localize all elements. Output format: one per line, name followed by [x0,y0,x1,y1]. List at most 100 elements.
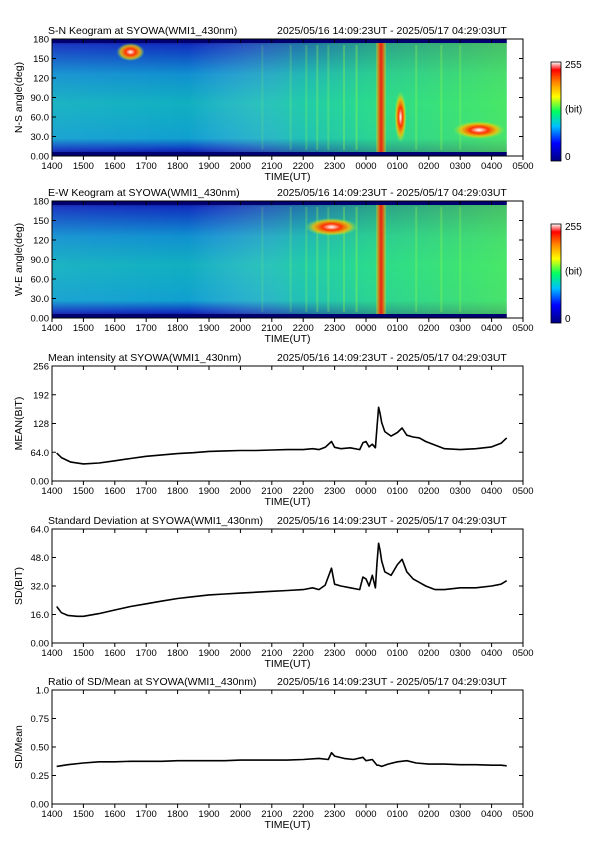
colorbar [550,61,562,162]
x-tick-label: 0000 [355,323,376,334]
x-tick-label: 2200 [293,486,314,497]
x-tick-label: 2000 [230,486,251,497]
x-tick-label: 0500 [512,809,533,820]
x-tick-label: 2300 [324,486,345,497]
y-tick-label: 48.0 [31,553,50,564]
x-tick-label: 1600 [104,161,125,172]
x-tick-label: 0500 [512,161,533,172]
x-tick-label: 1800 [167,323,188,334]
keogram-faint-arc [440,45,443,150]
colorbar-unit-label: (bit) [565,105,582,116]
y-tick-label: 180 [33,197,49,208]
y-axis-label: SD/Mean [13,725,25,769]
x-tick-label: 2200 [293,323,314,334]
y-tick-label: 120 [33,236,49,247]
x-tick-label: 0000 [355,648,376,659]
x-tick-label: 0200 [418,809,439,820]
x-tick-label: 2000 [230,323,251,334]
x-tick-label: 1500 [73,161,94,172]
x-tick-label: 0400 [481,648,502,659]
keogram-faint-arc [261,45,264,150]
x-tick-label: 1900 [198,161,219,172]
plot-frame [51,528,524,644]
x-tick-label: 2300 [324,161,345,172]
keogram-faint-arc [459,45,462,150]
series-line [56,751,507,768]
y-tick-label: 64.0 [31,525,50,536]
colorbar [550,223,562,324]
y-tick-label: 1.0 [36,686,49,697]
x-tick-label: 0100 [387,648,408,659]
x-tick-label: 0200 [418,323,439,334]
y-tick-label: 16.0 [31,610,50,621]
y-axis-label: MEAN(BIT) [13,397,25,451]
x-tick-label: 0400 [481,486,502,497]
x-tick-label: 0300 [450,323,471,334]
x-tick-label: 1900 [198,648,219,659]
y-tick-label: 150 [33,54,49,65]
keogram-faint-arc [316,45,319,150]
x-tick-label: 2200 [293,648,314,659]
keogram-faint-arc [459,207,462,312]
keogram-faint-arc [327,45,330,150]
x-tick-label: 0400 [481,161,502,172]
y-tick-label: 192 [33,390,49,401]
keogram-bright-band [376,205,387,314]
x-tick-label: 1400 [41,323,62,334]
x-tick-label: 0300 [450,809,471,820]
x-tick-label: 1500 [73,648,94,659]
keogram-bright-feature [305,218,358,236]
series-line [56,542,508,618]
panel-title: Ratio of SD/Mean at SYOWA(WMI1_430nm) [48,676,257,688]
x-tick-label: 2100 [261,809,282,820]
y-tick-label: 90.0 [31,93,50,104]
y-tick-label: 0.00 [31,314,50,325]
x-tick-label: 0400 [481,323,502,334]
x-tick-label: 2200 [293,161,314,172]
x-tick-label: 0100 [387,809,408,820]
keogram-edge-top [52,201,507,205]
x-tick-label: 0300 [450,648,471,659]
keogram-edge-bottom [52,152,507,156]
keogram-faint-arc [305,45,308,150]
x-tick-label: 0200 [418,161,439,172]
x-tick-label: 1700 [136,323,157,334]
x-tick-label: 1800 [167,486,188,497]
x-tick-label: 1500 [73,809,94,820]
x-tick-label: 0000 [355,161,376,172]
x-tick-label: 1600 [104,486,125,497]
keogram-bright-feature [453,121,506,139]
y-tick-label: 60.0 [31,113,50,124]
x-tick-label: 1700 [136,486,157,497]
y-tick-label: 0.75 [31,714,50,725]
panel-time-range: 2025/05/16 14:09:23UT - 2025/05/17 04:29… [277,515,507,527]
panel-title: Mean intensity at SYOWA(WMI1_430nm) [48,352,241,364]
y-tick-label: 30.0 [31,132,50,143]
keogram-faint-arc [261,207,264,312]
x-tick-label: 1900 [198,323,219,334]
y-tick-label: 64.0 [31,448,50,459]
panel-time-range: 2025/05/16 14:09:23UT - 2025/05/17 04:29… [277,25,507,37]
x-tick-label: 1600 [104,648,125,659]
x-tick-label: 0200 [418,486,439,497]
x-tick-label: 0200 [418,648,439,659]
x-tick-label: 1500 [73,323,94,334]
x-tick-label: 2300 [324,809,345,820]
y-tick-label: 0.00 [31,800,50,811]
x-axis-label: TIME(UT) [264,496,310,508]
y-tick-label: 0.00 [31,477,50,488]
x-axis-label: TIME(UT) [264,333,310,345]
y-tick-label: 0.50 [31,743,50,754]
x-tick-label: 0300 [450,486,471,497]
y-tick-label: 0.00 [31,152,50,163]
y-tick-label: 0.00 [31,639,50,650]
keogram-edge-bottom [52,314,507,318]
keogram-evolution [52,43,507,152]
x-tick-label: 0000 [355,486,376,497]
colorbar-unit-label: (bit) [565,267,582,278]
panel-time-range: 2025/05/16 14:09:23UT - 2025/05/17 04:29… [277,352,507,364]
x-tick-label: 1700 [136,809,157,820]
x-tick-label: 1500 [73,486,94,497]
x-tick-label: 0400 [481,809,502,820]
x-tick-label: 1900 [198,486,219,497]
